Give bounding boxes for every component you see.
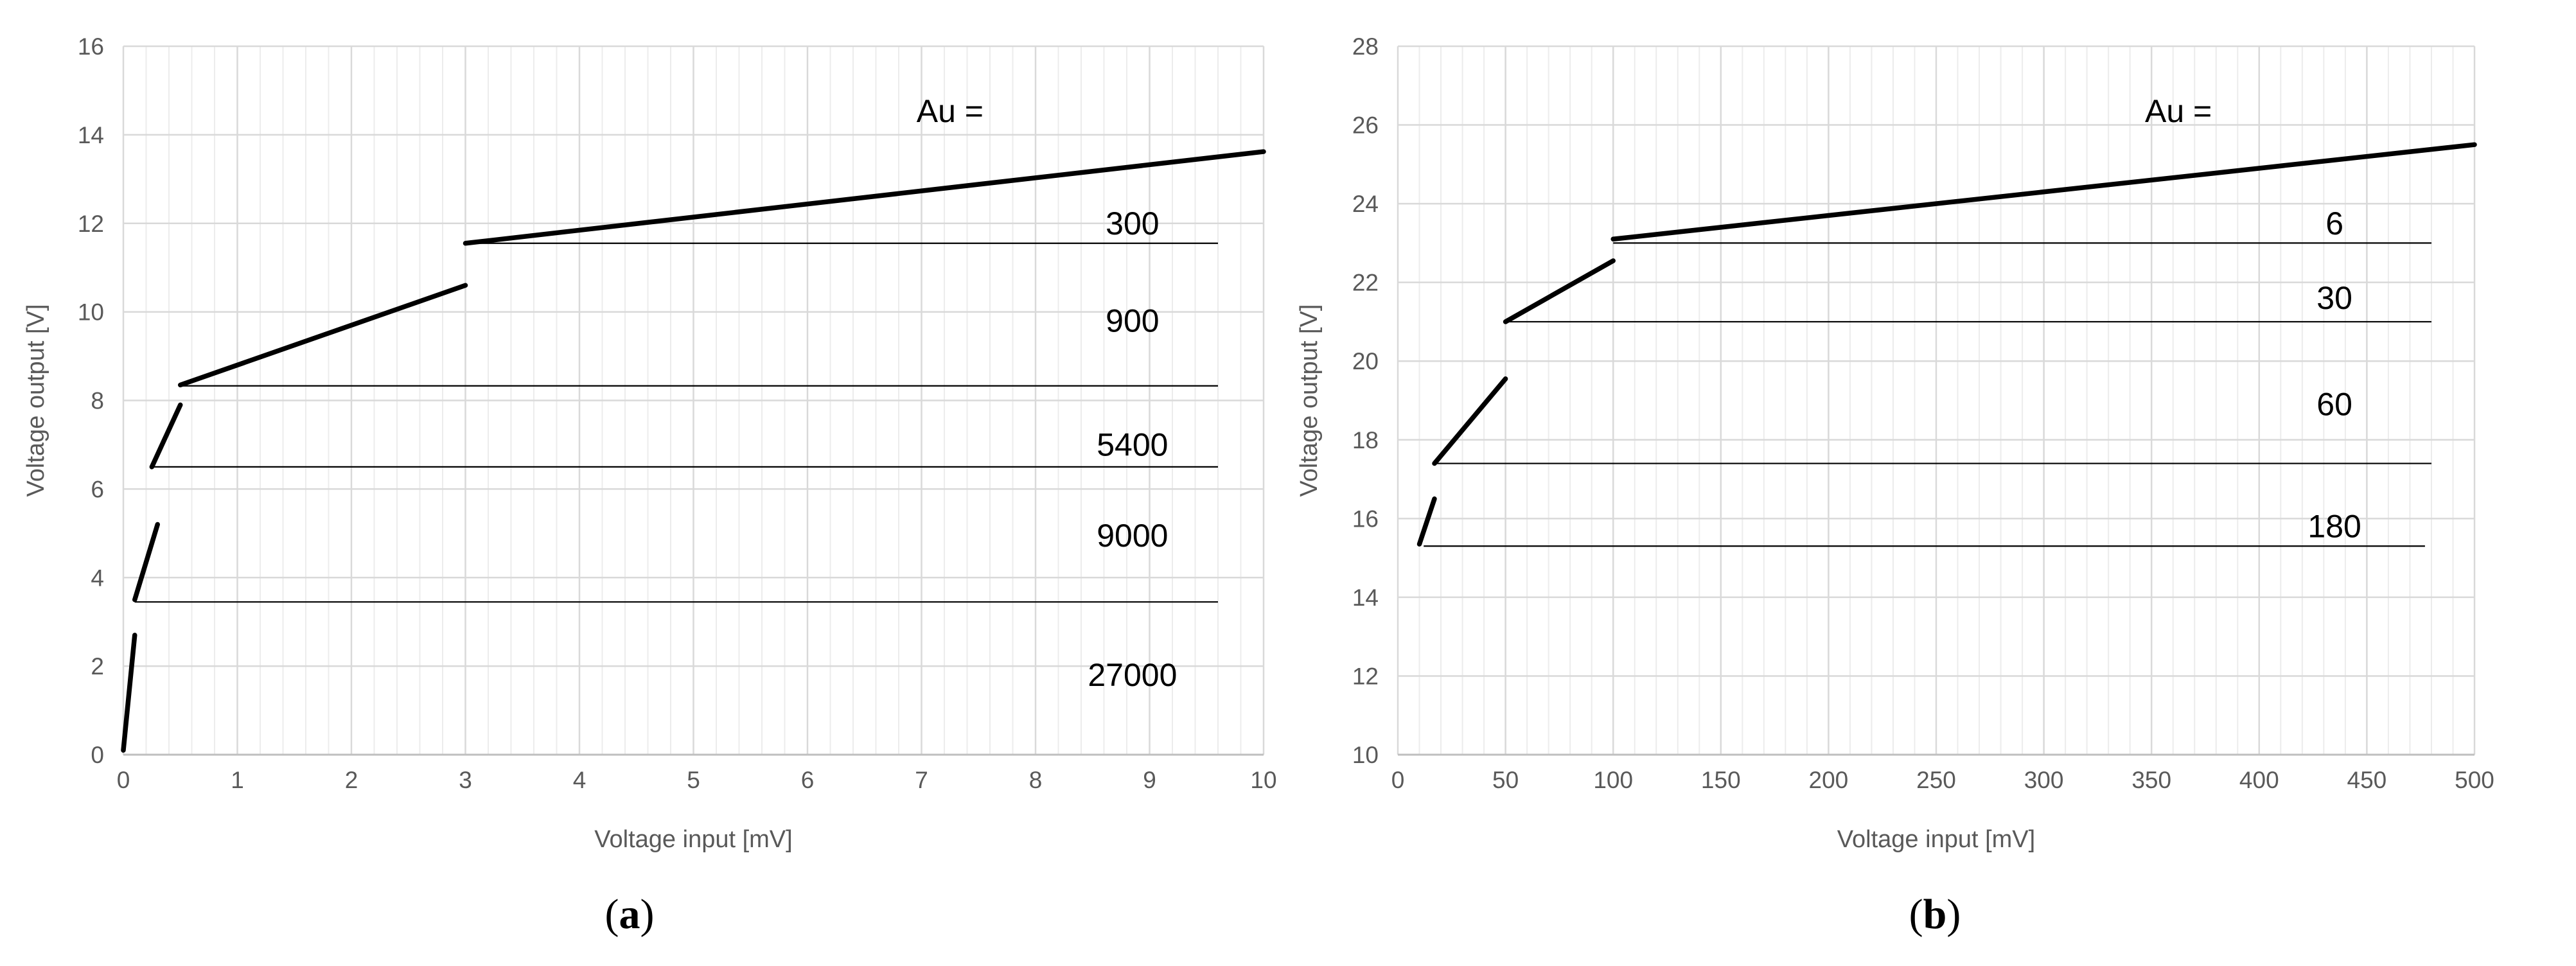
x-tick-label: 4 [573,767,587,793]
x-tick-label: 0 [1391,767,1405,793]
x-tick-label: 1 [231,767,244,793]
y-tick-label: 2 [91,653,104,680]
x-tick-label: 7 [915,767,928,793]
y-tick-label: 24 [1352,191,1379,217]
y-axis-title: Voltage output [V] [1296,304,1323,496]
series-line-gain-180 [1416,496,1437,547]
gain-label: 5400 [1097,426,1168,462]
gain-label: 27000 [1088,657,1177,693]
x-tick-label: 250 [1916,767,1956,793]
series-line-gain-900 [178,283,468,388]
y-tick-label: 0 [91,742,104,768]
y-tick-label: 10 [1352,742,1379,768]
panel-label-open-paren: ( [1909,891,1923,938]
gain-annotation: Au = [917,93,984,129]
gain-label: 6 [2325,206,2343,242]
y-tick-label: 12 [78,211,104,237]
y-tick-label: 8 [91,388,104,414]
series-line-gain-300 [463,149,1266,246]
x-tick-label: 0 [117,767,130,793]
x-tick-label: 3 [459,767,472,793]
series-line-gain-60 [1432,376,1508,466]
x-tick-label: 50 [1492,767,1519,793]
x-tick-label: 5 [687,767,700,793]
panel-label-close-paren: ) [640,891,655,938]
x-tick-label: 6 [801,767,815,793]
x-tick-label: 450 [2347,767,2387,793]
panel-label-letter: a [619,891,640,938]
panel-label-close-paren: ) [1946,891,1961,938]
gain-label: 300 [1106,206,1159,242]
series-line-gain-9000 [132,522,160,602]
panel-label: (a) [605,891,655,938]
y-axis-title: Voltage output [V] [22,304,49,496]
x-tick-label: 10 [1250,767,1276,793]
series-line-gain-30 [1503,258,1616,324]
series-line-gain-6 [1610,142,2477,242]
y-tick-label: 22 [1352,270,1379,296]
gain-label: 900 [1106,303,1159,338]
gain-label: 9000 [1097,518,1168,554]
y-tick-label: 28 [1352,33,1379,60]
x-tick-label: 9 [1143,767,1156,793]
gain-annotation: Au = [2145,93,2212,129]
y-tick-label: 18 [1352,427,1379,453]
y-tick-label: 20 [1352,348,1379,374]
x-axis-title: Voltage input [mV] [1837,826,2035,853]
y-tick-label: 14 [1352,584,1379,611]
x-tick-label: 300 [2024,767,2064,793]
y-tick-label: 26 [1352,112,1379,139]
y-tick-label: 4 [91,565,104,591]
x-axis-title: Voltage input [mV] [594,826,792,853]
x-tick-label: 100 [1593,767,1633,793]
panel-label: (b) [1909,891,1961,938]
chart-panel-b: 0 50 100 150 200 250 300 350 400 450 500 10 12 14 16 18… [1296,33,2494,938]
gain-label: 30 [2316,280,2352,316]
x-tick-label: 350 [2131,767,2171,793]
x-tick-label: 400 [2239,767,2279,793]
y-tick-label: 14 [78,122,104,148]
x-tick-label: 2 [345,767,358,793]
x-tick-label: 200 [1809,767,1849,793]
y-tick-label: 6 [91,476,104,502]
y-tick-label: 12 [1352,663,1379,689]
gain-label: 60 [2316,387,2352,423]
x-tick-label: 150 [1701,767,1741,793]
x-tick-label: 8 [1029,767,1043,793]
x-tick-label: 500 [2455,767,2494,793]
panel-label-open-paren: ( [605,891,619,938]
gain-label: 180 [2307,509,2361,545]
panel-label-letter: b [1923,891,1947,938]
series-line-gain-27000 [121,633,137,753]
y-tick-label: 16 [78,33,104,60]
y-tick-label: 16 [1352,505,1379,532]
series-line-gain-5400 [149,402,183,470]
y-tick-label: 10 [78,299,104,326]
